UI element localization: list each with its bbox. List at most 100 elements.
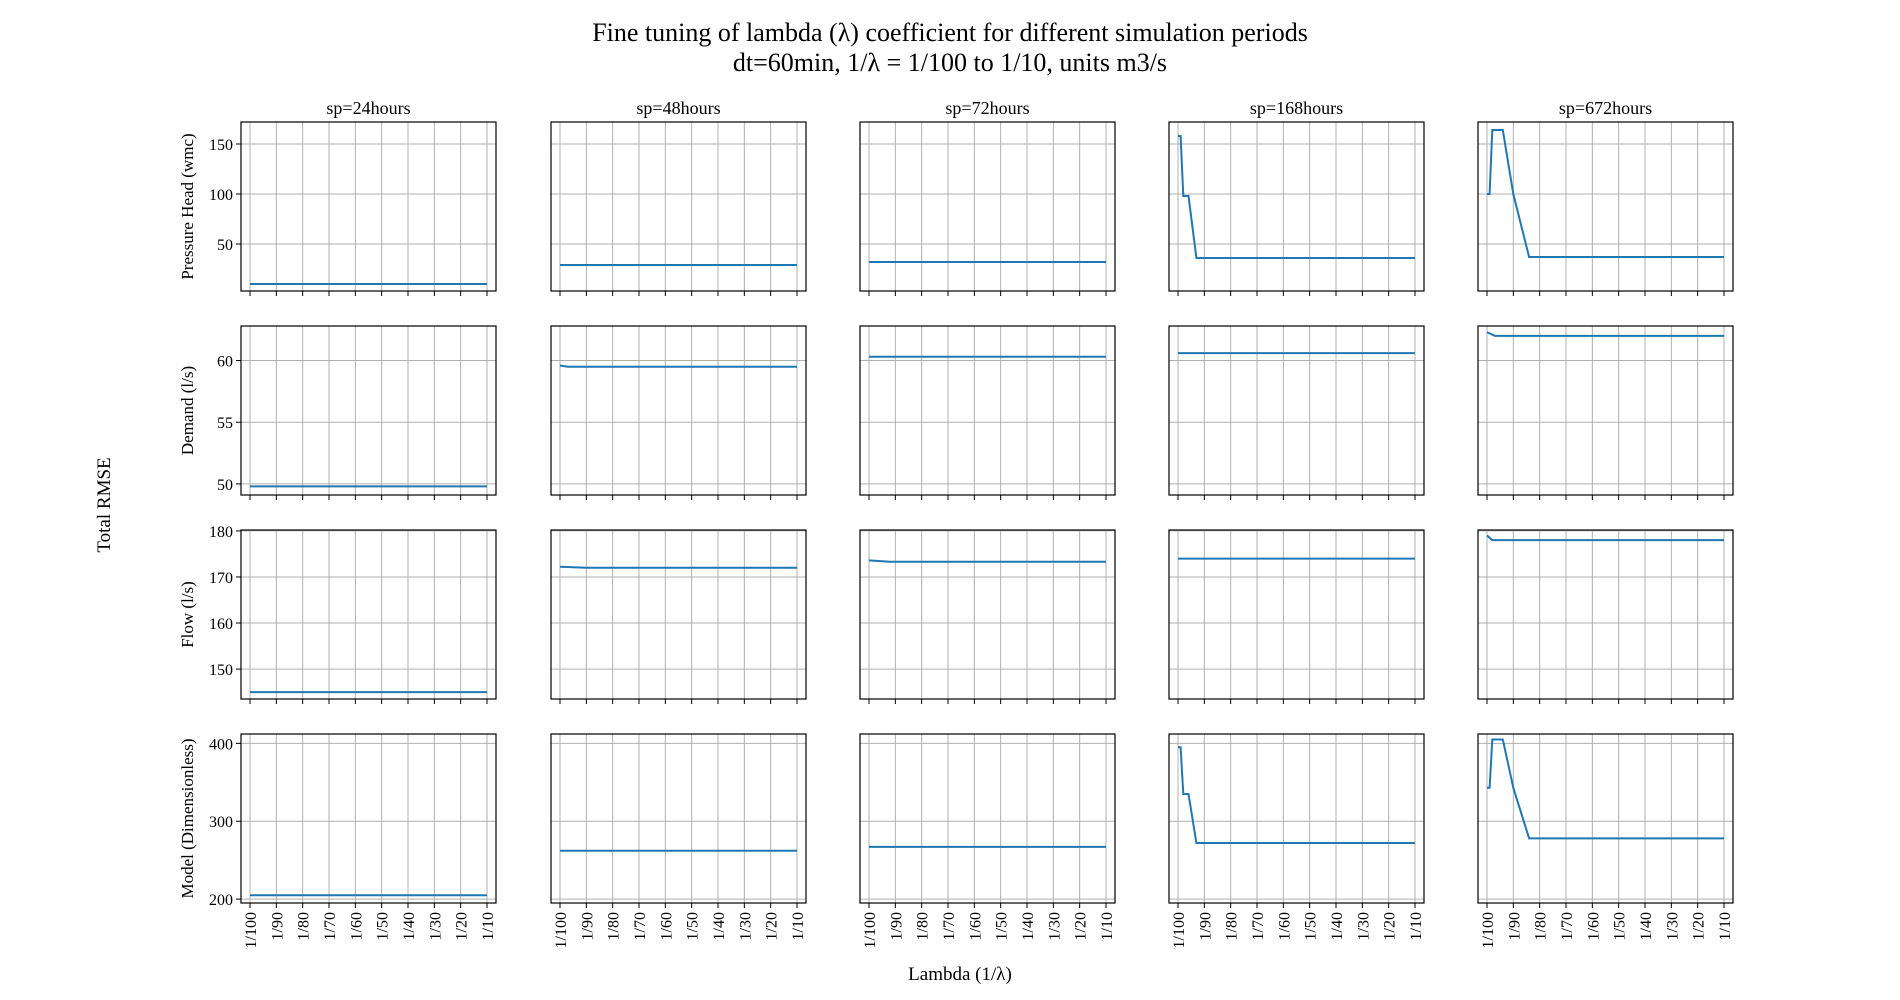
x-tick-label: 1/100: [862, 912, 879, 948]
x-tick-label: 1/20: [1073, 912, 1090, 940]
x-tick-label: 1/10: [1408, 912, 1425, 940]
x-tick-label: 1/40: [1020, 912, 1037, 940]
x-tick-label: 1/30: [427, 912, 444, 940]
x-tick-label: 1/20: [1382, 912, 1399, 940]
y-tick-label: 150: [209, 662, 233, 679]
row-label: Pressure Head (wmc): [178, 133, 197, 279]
subplot: sp=672hours: [1477, 98, 1734, 296]
subplot: 1/100 1/90 1/80 1/70 1/60 1/50 1/40 1/30 1/20 1/1…: [859, 733, 1116, 948]
x-tick-label: 1/10: [480, 912, 497, 940]
x-tick-label: 1/70: [322, 912, 339, 940]
y-tick-label: 60: [217, 354, 233, 371]
subplot-frame: [1168, 121, 1425, 292]
subplot: [1477, 325, 1734, 500]
subplot: 1/100 1/90 1/80 1/70 1/60 1/50 1/40 1/30 1/20 1/1…: [1168, 733, 1425, 948]
x-tick-label: 1/50: [1612, 912, 1629, 940]
y-tick-label: 170: [209, 570, 233, 587]
subplot: sp=72hours: [859, 98, 1116, 296]
subplot-frame: [240, 121, 497, 292]
series-line: [1178, 135, 1415, 259]
x-tick-label: 1/30: [1355, 912, 1372, 940]
subplot-frame: [550, 325, 807, 496]
series-line: [559, 565, 797, 569]
x-tick-label: 1/20: [764, 912, 781, 940]
chart-title: Fine tuning of lambda (λ) coefficient fo…: [592, 18, 1308, 47]
x-tick-label: 1/100: [1480, 912, 1497, 948]
x-tick-label: 1/90: [579, 912, 596, 940]
x-tick-label: 1/70: [632, 912, 649, 940]
y-tick-label: 300: [209, 814, 233, 831]
subplot-frame: [859, 121, 1116, 292]
x-tick-label: 1/40: [401, 912, 418, 940]
x-tick-label: 1/20: [1691, 912, 1708, 940]
subplot: sp=168hours: [1168, 98, 1425, 296]
x-tick-label: 1/70: [1559, 912, 1576, 940]
x-tick-label: 1/60: [1585, 912, 1602, 940]
y-tick-label: 100: [209, 187, 233, 204]
subplot-frame: [859, 325, 1116, 496]
subplot-frame: [240, 529, 497, 700]
subplot-grid: Pressure Head (wmc) sp=24hours 50 100 150 sp=…: [178, 98, 1734, 948]
x-tick-label: 1/30: [1046, 912, 1063, 940]
chart-subtitle: dt=60min, 1/λ = 1/100 to 1/10, units m3/…: [733, 48, 1167, 77]
series-line: [1487, 738, 1724, 840]
subplot-title: sp=72hours: [945, 98, 1029, 118]
series-line: [868, 559, 1106, 563]
x-tick-label: 1/20: [454, 912, 471, 940]
subplot-frame: [1477, 121, 1734, 292]
x-tick-label: 1/80: [296, 912, 313, 940]
y-tick-label: 50: [217, 237, 233, 254]
row-label: Model (Dimensionless): [178, 738, 197, 898]
x-tick-label: 1/80: [606, 912, 623, 940]
subplot: 150 160 170 180: [209, 524, 497, 704]
row-label: Demand (l/s): [178, 366, 197, 455]
subplot-frame: [240, 325, 497, 496]
x-tick-label: 1/40: [1329, 912, 1346, 940]
x-tick-label: 1/80: [1224, 912, 1241, 940]
subplot-title: sp=24hours: [326, 98, 410, 118]
x-tick-label: 1/100: [1171, 912, 1188, 948]
row-label: Flow (l/s): [178, 581, 197, 648]
subplot: 200 300 400 1/100 1/90 1/80 1/70 1/60 1/50 1/40 1/…: [209, 733, 497, 948]
x-tick-label: 1/80: [1533, 912, 1550, 940]
x-tick-label: 1/40: [1638, 912, 1655, 940]
x-tick-label: 1/70: [941, 912, 958, 940]
x-tick-label: 1/10: [1099, 912, 1116, 940]
subplot-frame: [859, 733, 1116, 904]
subplot-frame: [550, 733, 807, 904]
subplot: 50 55 60: [217, 325, 497, 500]
series-line: [1178, 746, 1415, 844]
x-tick-label: 1/90: [888, 912, 905, 940]
y-tick-label: 160: [209, 616, 233, 633]
x-tick-label: 1/100: [243, 912, 260, 948]
subplot: [550, 325, 807, 500]
series-line: [1486, 534, 1724, 542]
x-tick-label: 1/100: [553, 912, 570, 948]
x-tick-label: 1/60: [658, 912, 675, 940]
subplot-frame: [550, 121, 807, 292]
subplot: [859, 325, 1116, 500]
subplot: [1168, 325, 1425, 500]
subplot-title: sp=48hours: [636, 98, 720, 118]
x-tick-label: 1/10: [1717, 912, 1734, 940]
subplot: [859, 529, 1116, 704]
subplot: sp=48hours: [550, 98, 807, 296]
subplot-frame: [1168, 529, 1425, 700]
subplot-frame: [1477, 529, 1734, 700]
x-tick-label: 1/90: [1506, 912, 1523, 940]
x-tick-label: 1/70: [1250, 912, 1267, 940]
subplot-frame: [859, 529, 1116, 700]
x-axis-label: Lambda (1/λ): [908, 964, 1012, 985]
x-tick-label: 1/60: [967, 912, 984, 940]
subplot-frame: [1168, 733, 1425, 904]
y-tick-label: 50: [217, 477, 233, 494]
x-tick-label: 1/60: [348, 912, 365, 940]
subplot: 1/100 1/90 1/80 1/70 1/60 1/50 1/40 1/30 1/20 1/1…: [1477, 733, 1734, 948]
x-tick-label: 1/60: [1276, 912, 1293, 940]
x-tick-label: 1/50: [375, 912, 392, 940]
y-tick-label: 180: [209, 524, 233, 541]
x-tick-label: 1/50: [1303, 912, 1320, 940]
x-tick-label: 1/90: [1197, 912, 1214, 940]
series-line: [1486, 331, 1724, 337]
